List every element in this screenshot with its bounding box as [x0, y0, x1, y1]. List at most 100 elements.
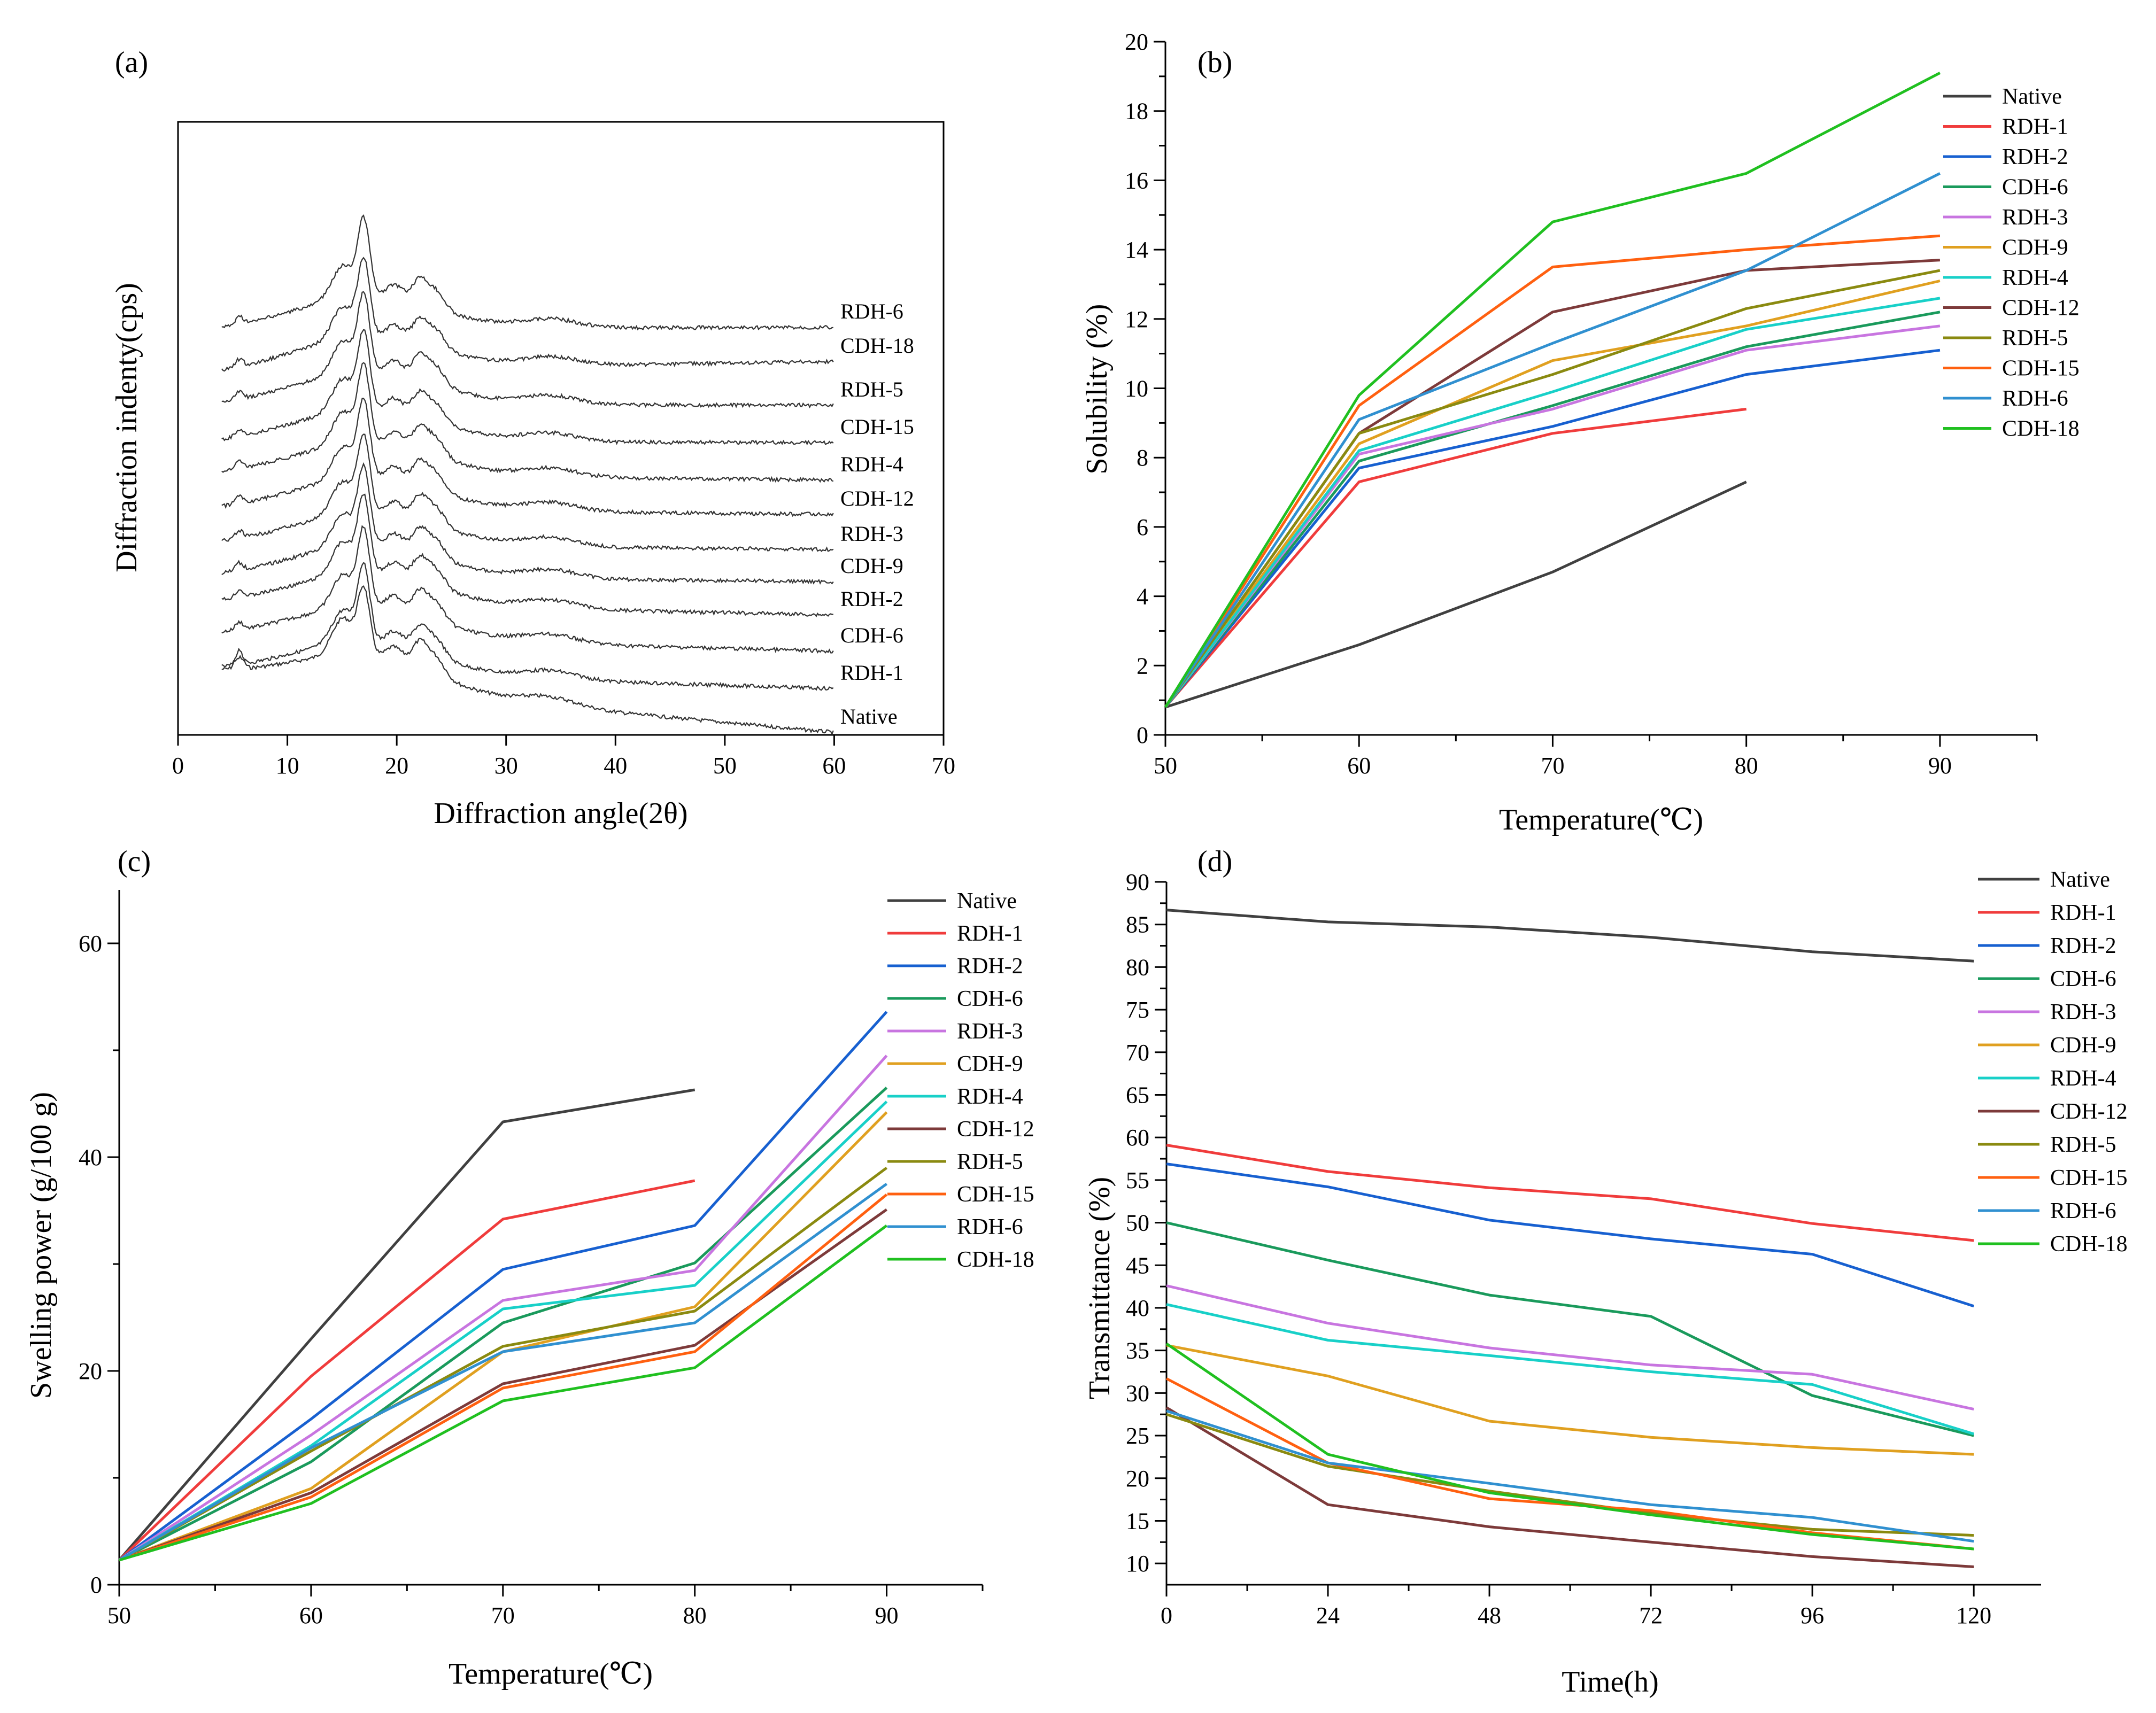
b-legend-label-cdh-15: CDH-15 [2002, 356, 2080, 381]
a-trace-cdh-15 [221, 329, 834, 446]
a-trace-rdh-2 [221, 493, 833, 617]
b-series-rdh-1 [1164, 407, 1747, 708]
c-x-tick-label: 70 [491, 1602, 515, 1629]
a-trace-label-cdh-6: CDH-6 [840, 623, 903, 647]
d-series-rdh-3 [1166, 1284, 1974, 1411]
c-series-rdh-6 [118, 1182, 888, 1562]
panel-a-xrd-traces: Native RDH-1 CDH-6 RDH-2 CDH-9 RDH-3 CDH-12 RDH… [221, 214, 914, 736]
a-x-tick-label: 0 [172, 753, 184, 779]
a-trace-label-cdh-15: CDH-15 [840, 415, 914, 439]
a-x-tick-label: 10 [276, 753, 299, 779]
c-legend-label-cdh-9: CDH-9 [957, 1052, 1023, 1076]
c-y-tick-label: 40 [79, 1144, 102, 1171]
d-legend-label-rdh-5: RDH-5 [2050, 1133, 2116, 1157]
panel-c-legend: Native RDH-1 RDH-2 CDH-6 RDH-3 CDH-9 RDH-4 CDH-… [887, 889, 1034, 1272]
panel-c-plot: 50 60 70 80 90 0 20 40 60 [79, 890, 984, 1629]
c-legend-label-cdh-12: CDH-12 [957, 1117, 1034, 1142]
b-legend-label-rdh-1: RDH-1 [2002, 115, 2068, 139]
panel-c-y-axis-title: Swelling power (g/100 g) [25, 1092, 58, 1399]
d-y-tick-label: 85 [1126, 912, 1149, 938]
b-series-cdh-18 [1164, 72, 1941, 708]
d-series-cdh-6 [1166, 1221, 1974, 1437]
a-trace-rdh-1 [221, 562, 834, 691]
b-series-rdh-4 [1164, 297, 1941, 708]
d-y-tick-label: 20 [1126, 1466, 1149, 1492]
d-x-tick-label: 24 [1316, 1602, 1340, 1629]
b-legend-label-cdh-9: CDH-9 [2002, 236, 2068, 260]
panel-c-label: (c) [118, 845, 151, 878]
c-x-tick-label: 50 [107, 1602, 131, 1629]
d-y-tick-label: 45 [1126, 1252, 1149, 1278]
d-legend-label-native: Native [2050, 867, 2110, 892]
c-series-cdh-6 [118, 1087, 888, 1562]
b-series-rdh-6 [1164, 172, 1941, 708]
b-series-rdh-3 [1164, 324, 1941, 708]
panel-d: (d) 0 24 48 72 96 120 10 15 20 25 30 35 40 45 50 55 60 65… [1083, 845, 2128, 1699]
panel-b: (b) 50 60 70 80 90 0 2 4 6 8 10 12 14 16 18 20 Native RD… [1080, 29, 2080, 836]
d-y-tick-label: 50 [1126, 1210, 1149, 1236]
a-trace-label-rdh-5: RDH-5 [840, 377, 903, 401]
a-trace-cdh-18 [221, 257, 834, 372]
b-series-cdh-6 [1164, 311, 1941, 708]
b-series-rdh-5 [1164, 269, 1941, 708]
c-legend-label-rdh-5: RDH-5 [957, 1150, 1023, 1174]
b-legend-label-rdh-5: RDH-5 [2002, 326, 2068, 351]
d-y-tick-label: 90 [1126, 869, 1149, 895]
b-y-tick-label: 14 [1125, 237, 1148, 263]
d-series-rdh-6 [1166, 1409, 1974, 1543]
d-y-tick-label: 60 [1126, 1125, 1149, 1151]
c-legend-label-cdh-6: CDH-6 [957, 987, 1023, 1011]
b-y-tick-label: 16 [1125, 167, 1148, 193]
b-y-tick-label: 12 [1125, 306, 1148, 332]
d-legend-label-rdh-3: RDH-3 [2050, 1000, 2116, 1025]
a-trace-label-rdh-6: RDH-6 [840, 299, 903, 323]
b-x-tick-label: 50 [1154, 753, 1177, 779]
c-legend-label-rdh-1: RDH-1 [957, 921, 1023, 946]
c-legend-label-cdh-18: CDH-18 [957, 1247, 1034, 1272]
b-y-tick-label: 0 [1137, 722, 1148, 748]
c-series-rdh-3 [118, 1055, 888, 1562]
panel-a: (a) 0 10 20 30 40 50 60 70 Native RDH-1 CDH-6 RDH-… [110, 46, 955, 830]
d-x-tick-label: 72 [1639, 1602, 1663, 1629]
b-y-tick-label: 6 [1137, 514, 1148, 540]
b-x-tick-label: 90 [1928, 753, 1952, 779]
a-x-tick-label: 40 [604, 753, 627, 779]
c-x-tick-label: 60 [299, 1602, 323, 1629]
a-x-tick-label: 50 [713, 753, 737, 779]
c-y-tick-label: 60 [79, 931, 102, 957]
panel-d-y-axis-title: Transmittance (%) [1083, 1177, 1116, 1399]
panel-d-x-axis-title: Time(h) [1562, 1665, 1659, 1699]
a-trace-label-native: Native [840, 704, 898, 728]
d-legend-label-cdh-18: CDH-18 [2050, 1232, 2128, 1257]
d-y-tick-label: 55 [1126, 1167, 1149, 1193]
d-x-tick-label: 48 [1478, 1602, 1501, 1629]
panel-b-x-axis-title: Temperature(℃) [1499, 803, 1703, 836]
panel-a-x-axis-title: Diffraction angle(2θ) [434, 797, 687, 830]
b-y-tick-label: 20 [1125, 29, 1148, 55]
d-series-rdh-5 [1166, 1413, 1974, 1537]
d-y-tick-label: 10 [1126, 1551, 1149, 1577]
a-trace-rdh-5 [221, 291, 834, 409]
d-y-tick-label: 75 [1126, 997, 1149, 1023]
c-series-rdh-2 [118, 1011, 888, 1562]
c-legend-label-rdh-4: RDH-4 [957, 1084, 1023, 1109]
d-legend-label-cdh-6: CDH-6 [2050, 967, 2116, 991]
b-x-tick-label: 60 [1347, 753, 1371, 779]
a-trace-cdh-9 [221, 462, 834, 585]
d-legend-label-cdh-15: CDH-15 [2050, 1166, 2128, 1190]
c-legend-label-rdh-3: RDH-3 [957, 1019, 1023, 1044]
a-trace-label-cdh-18: CDH-18 [840, 334, 914, 358]
d-series-cdh-9 [1166, 1344, 1974, 1456]
b-y-tick-label: 2 [1137, 653, 1148, 679]
d-series-native [1166, 909, 1974, 963]
b-legend-label-native: Native [2002, 84, 2062, 109]
a-trace-label-rdh-2: RDH-2 [840, 587, 903, 611]
a-x-tick-label: 20 [385, 753, 408, 779]
b-y-tick-label: 4 [1137, 584, 1148, 610]
d-y-tick-label: 30 [1126, 1380, 1149, 1406]
b-legend-label-cdh-12: CDH-12 [2002, 296, 2080, 321]
b-series-cdh-15 [1164, 234, 1941, 708]
d-y-tick-label: 40 [1126, 1295, 1149, 1321]
b-x-tick-label: 80 [1735, 753, 1758, 779]
